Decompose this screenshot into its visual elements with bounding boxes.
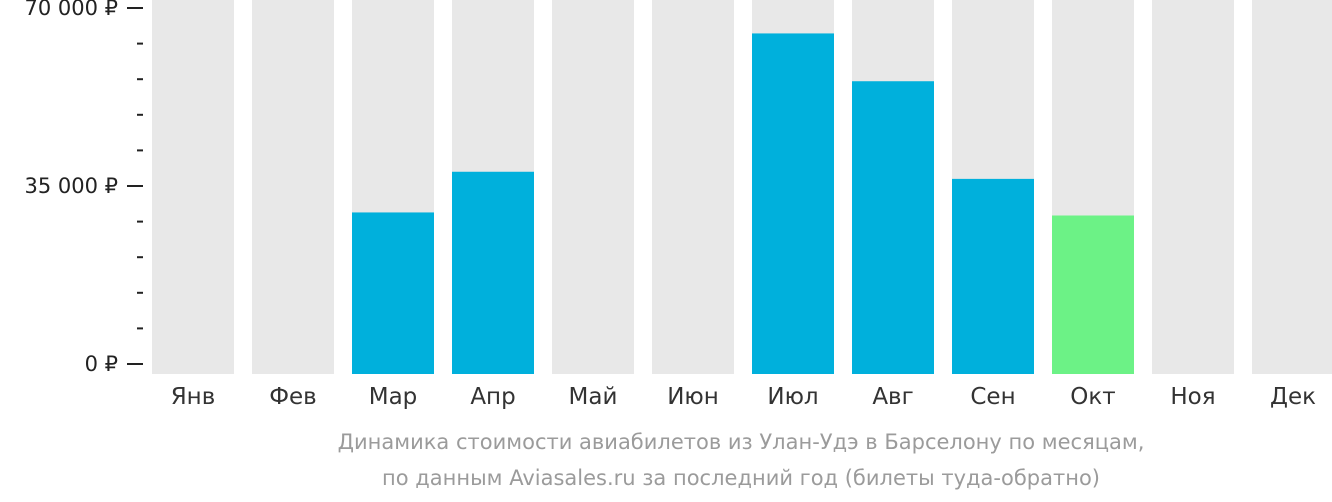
x-tick-label: Дек bbox=[1270, 384, 1316, 410]
x-tick-label: Июн bbox=[667, 384, 719, 410]
x-tick-label: Авг bbox=[872, 384, 913, 410]
background-bars bbox=[152, 0, 1332, 374]
bar-4 bbox=[452, 171, 534, 374]
x-axis: Янв Фев Мар Апр Май Июн Июл Авг Сен Окт Ноя Дек bbox=[171, 384, 1316, 410]
chart-caption-line-1: Динамика стоимости авиабилетов из Улан-У… bbox=[337, 430, 1145, 454]
bar-7 bbox=[752, 33, 834, 375]
background-bar-5 bbox=[552, 0, 634, 374]
background-bar-12 bbox=[1252, 0, 1332, 374]
x-tick-label: Мар bbox=[369, 384, 418, 410]
x-tick-label: Ноя bbox=[1170, 384, 1215, 410]
value-bars bbox=[352, 33, 1134, 375]
x-tick-label: Июл bbox=[767, 384, 818, 410]
x-tick-label: Окт bbox=[1070, 384, 1115, 410]
bar-9 bbox=[952, 178, 1034, 374]
y-tick-label: 0 ₽ bbox=[85, 352, 118, 376]
bar-10 bbox=[1052, 215, 1134, 374]
x-tick-label: Фев bbox=[269, 384, 317, 410]
x-tick-label: Сен bbox=[970, 384, 1015, 410]
y-tick-label: 35 000 ₽ bbox=[24, 174, 118, 198]
x-tick-label: Янв bbox=[171, 384, 216, 410]
chart-caption-line-2: по данным Aviasales.ru за последний год … bbox=[382, 466, 1100, 490]
background-bar-6 bbox=[652, 0, 734, 374]
bar-8 bbox=[852, 81, 934, 374]
price-bar-chart: 0 ₽ 35 000 ₽ 70 000 ₽ Янв Фев Мар Апр Май Июн Ию… bbox=[24, 0, 1332, 410]
background-bar-11 bbox=[1152, 0, 1234, 374]
x-tick-label: Май bbox=[569, 384, 618, 410]
bar-3 bbox=[352, 212, 434, 374]
background-bar-2 bbox=[252, 0, 334, 374]
y-tick-label: 70 000 ₽ bbox=[24, 0, 118, 20]
x-tick-label: Апр bbox=[470, 384, 515, 410]
y-axis: 0 ₽ 35 000 ₽ 70 000 ₽ bbox=[24, 0, 143, 376]
background-bar-1 bbox=[152, 0, 234, 374]
